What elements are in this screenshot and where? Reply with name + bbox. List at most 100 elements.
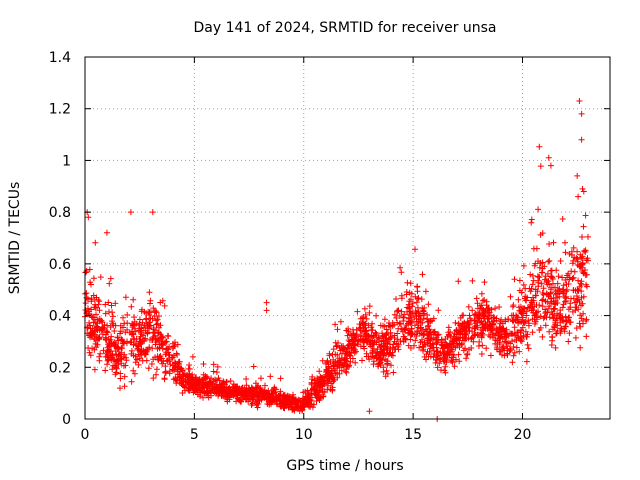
data-point <box>149 315 156 322</box>
data-point <box>108 333 115 340</box>
data-point <box>423 356 429 363</box>
data-point <box>162 363 169 370</box>
data-point <box>582 212 589 219</box>
data-point <box>346 352 353 359</box>
data-point <box>572 307 579 314</box>
data-point <box>349 355 356 362</box>
data-point <box>108 352 114 359</box>
data-point <box>533 292 539 299</box>
data-point <box>349 344 355 351</box>
data-point <box>413 299 420 306</box>
data-point <box>409 309 415 316</box>
x-tick-label: 10 <box>295 427 313 443</box>
data-point <box>393 296 399 302</box>
data-point <box>263 299 270 306</box>
data-point <box>343 355 350 362</box>
data-point <box>411 342 417 349</box>
data-point <box>487 323 494 330</box>
data-point <box>390 369 397 376</box>
data-point <box>363 315 370 322</box>
data-point <box>423 328 430 335</box>
data-point <box>539 269 546 276</box>
data-point <box>525 320 532 327</box>
data-point <box>536 302 543 309</box>
data-point <box>212 376 218 383</box>
data-point <box>398 295 405 302</box>
data-point <box>368 334 375 341</box>
data-point <box>532 286 539 293</box>
data-point <box>549 274 556 281</box>
data-point <box>485 332 492 338</box>
data-point <box>566 314 573 321</box>
data-point <box>552 288 559 295</box>
data-point <box>460 347 467 354</box>
data-point <box>297 404 304 411</box>
data-point <box>84 295 91 302</box>
data-point <box>159 333 165 340</box>
data-point <box>109 320 116 327</box>
data-point <box>546 257 553 264</box>
data-point <box>361 305 368 312</box>
data-point <box>384 330 391 336</box>
data-point <box>504 351 511 358</box>
data-point <box>575 296 582 303</box>
data-point <box>258 388 265 395</box>
data-point <box>106 280 113 287</box>
data-point <box>528 307 535 314</box>
data-point <box>536 143 543 150</box>
data-point <box>493 325 500 332</box>
data-point <box>577 312 584 319</box>
data-point <box>580 188 587 195</box>
data-point <box>414 328 421 334</box>
data-point <box>146 309 153 316</box>
data-point <box>511 324 518 331</box>
data-point <box>484 306 491 312</box>
data-point <box>525 345 532 352</box>
data-point <box>384 360 391 367</box>
data-point <box>127 209 134 216</box>
data-point <box>197 393 203 400</box>
data-point <box>366 303 373 310</box>
data-point <box>130 335 137 342</box>
data-point <box>439 342 446 349</box>
data-point <box>478 318 485 325</box>
data-point <box>173 350 180 357</box>
data-point <box>547 267 554 274</box>
data-point <box>528 216 535 223</box>
data-point <box>391 311 398 318</box>
data-point <box>237 398 244 405</box>
data-point <box>421 339 428 346</box>
data-point <box>522 285 529 292</box>
data-point <box>91 314 97 321</box>
data-point <box>548 273 555 280</box>
data-point <box>414 295 421 302</box>
data-point <box>565 338 572 345</box>
data-point <box>431 347 437 354</box>
data-point <box>121 383 128 390</box>
data-point <box>130 367 137 374</box>
data-point <box>405 342 412 349</box>
data-point <box>384 347 391 354</box>
data-point <box>353 348 359 355</box>
data-point <box>111 343 118 350</box>
data-point <box>130 296 137 303</box>
data-point <box>501 347 508 354</box>
data-point <box>109 309 116 316</box>
data-point <box>147 322 154 329</box>
data-point <box>87 352 94 359</box>
data-point <box>157 335 164 342</box>
data-point <box>456 358 463 365</box>
data-point <box>99 324 106 331</box>
data-point <box>572 299 578 306</box>
data-point <box>455 351 462 358</box>
y-axis-label: SRMTID / TECUs <box>7 182 23 295</box>
data-point <box>446 332 452 339</box>
data-point <box>302 397 308 404</box>
data-point <box>515 314 521 321</box>
data-point <box>108 342 114 349</box>
data-point <box>455 320 462 327</box>
data-point <box>146 319 152 326</box>
data-point <box>256 397 263 404</box>
data-point <box>471 332 478 339</box>
data-point <box>516 348 523 355</box>
